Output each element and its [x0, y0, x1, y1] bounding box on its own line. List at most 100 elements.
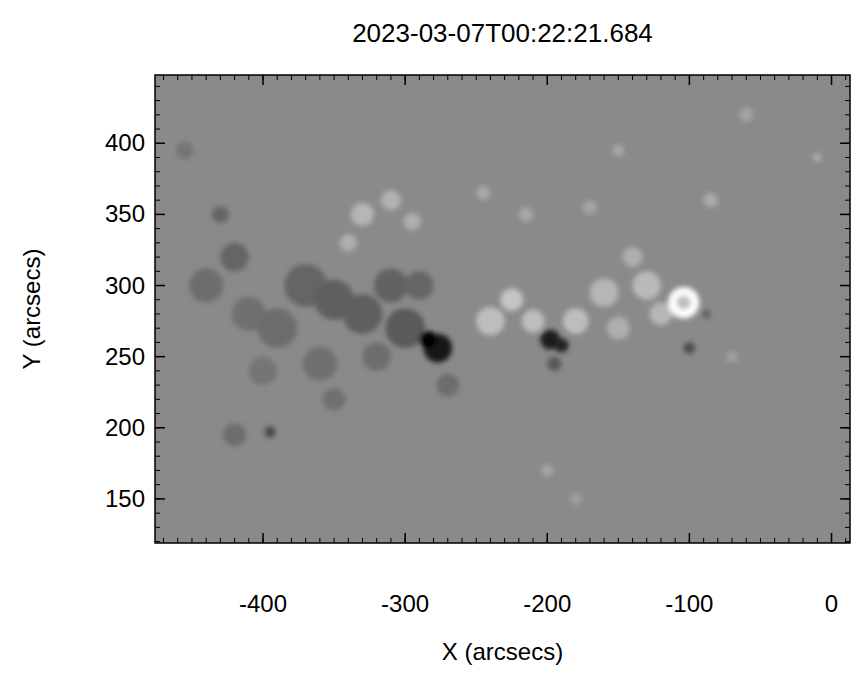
minor-tick	[845, 242, 850, 243]
minor-tick	[248, 75, 249, 80]
minor-tick	[845, 413, 850, 414]
magnetic-feature	[419, 331, 436, 348]
y-tick-label: 250	[105, 343, 145, 370]
minor-tick	[461, 538, 462, 543]
minor-tick	[348, 75, 349, 80]
magnetic-feature	[570, 493, 581, 504]
minor-tick	[155, 114, 160, 115]
magnetic-feature	[583, 200, 597, 214]
minor-tick	[155, 271, 160, 272]
minor-tick	[291, 538, 292, 543]
minor-tick	[376, 75, 377, 80]
y-axis-title: Y (arcsecs)	[18, 249, 45, 370]
magnetic-feature	[702, 310, 711, 319]
y-tick	[155, 498, 165, 500]
minor-tick	[220, 75, 221, 80]
minor-tick	[155, 385, 160, 386]
minor-tick	[433, 75, 434, 80]
minor-tick	[632, 538, 633, 543]
chart: -400-300-200-10001502002503003504002023-…	[0, 0, 854, 673]
magnetic-feature	[633, 271, 661, 299]
minor-tick	[476, 75, 477, 80]
x-tick	[831, 75, 833, 85]
minor-tick	[632, 75, 633, 80]
minor-tick	[319, 538, 320, 543]
y-tick	[840, 427, 850, 429]
x-tick-label: 0	[825, 590, 838, 617]
x-tick	[547, 75, 549, 85]
y-tick-label: 200	[105, 414, 145, 441]
minor-tick	[845, 527, 850, 528]
minor-tick	[561, 75, 562, 80]
magnetic-feature	[607, 317, 630, 340]
minor-tick	[845, 370, 850, 371]
magnetic-feature	[176, 142, 193, 159]
magnetic-feature	[613, 145, 624, 156]
y-tick	[840, 498, 850, 500]
minor-tick	[703, 538, 704, 543]
minor-tick	[476, 538, 477, 543]
minor-tick	[319, 75, 320, 80]
magnetic-feature	[249, 357, 277, 385]
y-tick	[155, 285, 165, 287]
minor-tick	[788, 75, 789, 80]
minor-tick	[155, 86, 160, 87]
minor-tick	[845, 257, 850, 258]
minor-tick	[646, 75, 647, 80]
magnetic-feature	[704, 193, 718, 207]
y-tick	[840, 143, 850, 145]
minor-tick	[803, 538, 804, 543]
minor-tick	[817, 75, 818, 80]
x-axis-title: X (arcsecs)	[442, 638, 563, 665]
minor-tick	[447, 538, 448, 543]
minor-tick	[155, 442, 160, 443]
magnetogram	[176, 108, 821, 505]
minor-tick	[490, 75, 491, 80]
minor-tick	[845, 157, 850, 158]
x-tick	[547, 533, 549, 543]
magnetic-feature	[189, 268, 223, 302]
y-tick-label: 350	[105, 200, 145, 227]
minor-tick	[803, 75, 804, 80]
magnetic-feature	[519, 207, 533, 221]
y-tick	[155, 214, 165, 216]
magnetic-feature	[542, 465, 553, 476]
minor-tick	[760, 538, 761, 543]
minor-tick	[788, 538, 789, 543]
magnetic-feature	[257, 308, 297, 348]
magnetic-feature	[220, 243, 248, 271]
magnetic-feature	[385, 308, 425, 348]
minor-tick	[234, 538, 235, 543]
magnetic-feature	[264, 426, 275, 437]
minor-tick	[390, 538, 391, 543]
y-tick	[155, 356, 165, 358]
minor-tick	[155, 484, 160, 485]
minor-tick	[561, 538, 562, 543]
magnetic-feature	[404, 213, 421, 230]
y-tick	[155, 427, 165, 429]
minor-tick	[155, 171, 160, 172]
minor-tick	[504, 75, 505, 80]
magnetic-feature	[351, 203, 374, 226]
minor-tick	[845, 86, 850, 87]
magnetic-feature	[684, 342, 695, 353]
minor-tick	[155, 185, 160, 186]
magnetic-feature	[554, 338, 568, 352]
magnetic-feature	[547, 357, 561, 371]
minor-tick	[155, 242, 160, 243]
x-tick-label: -400	[239, 590, 287, 617]
magnetic-feature	[563, 308, 589, 334]
minor-tick	[760, 75, 761, 80]
y-tick-label: 150	[105, 485, 145, 512]
minor-tick	[575, 75, 576, 80]
minor-tick	[155, 228, 160, 229]
minor-tick	[817, 538, 818, 543]
minor-tick	[518, 538, 519, 543]
minor-tick	[703, 75, 704, 80]
magnetic-feature	[363, 342, 391, 370]
minor-tick	[177, 538, 178, 543]
minor-tick	[660, 75, 661, 80]
minor-tick	[589, 75, 590, 80]
minor-tick	[845, 328, 850, 329]
magnetic-feature	[522, 310, 545, 333]
